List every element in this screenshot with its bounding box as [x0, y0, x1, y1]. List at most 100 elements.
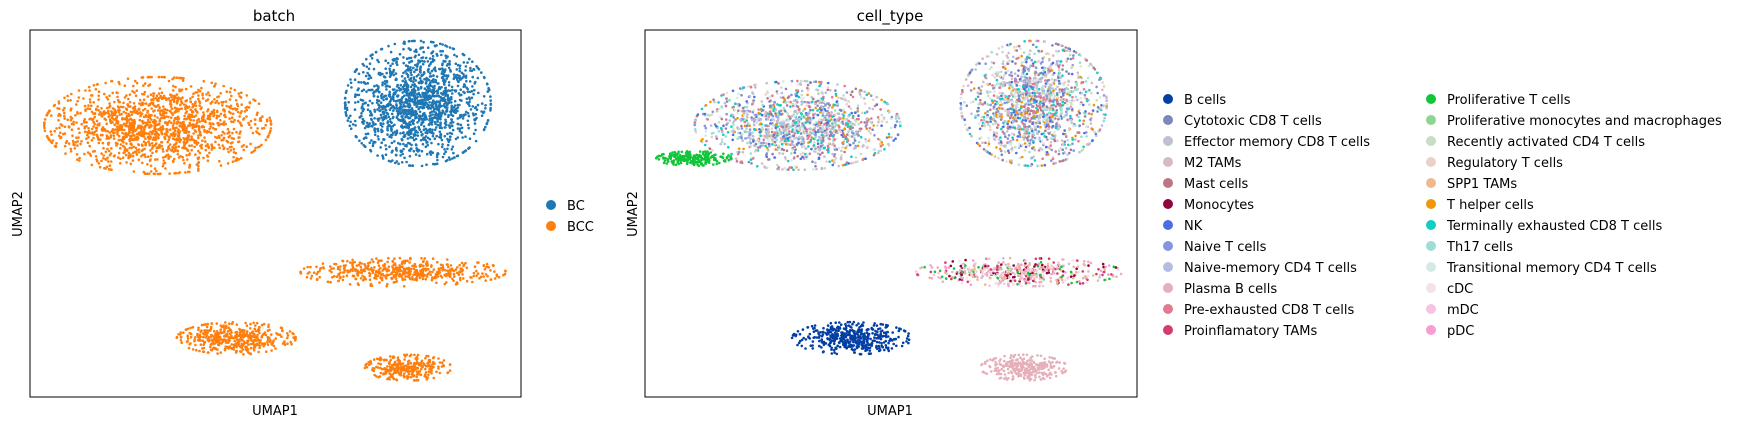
scatter-point — [212, 346, 216, 350]
scatter-point — [455, 55, 459, 58]
scatter-point — [407, 359, 411, 363]
scatter-point — [472, 92, 475, 96]
scatter-point — [150, 142, 154, 145]
scatter-point — [408, 121, 411, 124]
scatter-point — [239, 112, 242, 115]
scatter-point — [131, 159, 135, 162]
scatter-point — [342, 275, 345, 278]
scatter-point — [366, 132, 370, 135]
scatter-point — [422, 104, 426, 107]
scatter-point — [174, 85, 177, 89]
scatter-point — [180, 76, 183, 80]
scatter-point — [167, 147, 171, 150]
scatter-point — [471, 280, 474, 284]
scatter-point — [182, 141, 186, 145]
scatter-point — [148, 115, 151, 119]
scatter-point — [188, 343, 191, 346]
scatter-point — [223, 113, 227, 117]
scatter-point — [177, 118, 180, 121]
scatter-point — [368, 278, 372, 282]
scatter-point — [122, 144, 125, 148]
scatter-point — [192, 139, 196, 142]
scatter-point — [214, 101, 217, 104]
scatter-point — [178, 107, 181, 111]
scatter-point — [466, 119, 470, 123]
scatter-point — [167, 120, 171, 124]
scatter-point — [402, 113, 405, 116]
scatter-point — [248, 123, 251, 127]
scatter-point — [125, 142, 128, 145]
scatter-point — [405, 91, 409, 95]
scatter-point — [1049, 141, 1053, 144]
scatter-point — [430, 278, 434, 282]
scatter-point — [392, 99, 396, 102]
scatter-point — [385, 116, 388, 120]
scatter-point — [350, 86, 353, 89]
scatter-point — [383, 372, 387, 376]
scatter-point — [368, 110, 372, 113]
scatter-point — [172, 137, 175, 140]
scatter-point — [223, 120, 226, 123]
scatter-point — [210, 144, 214, 148]
scatter-point — [406, 377, 409, 380]
scatter-point — [128, 125, 131, 129]
scatter-point — [203, 136, 206, 139]
scatter-point — [264, 123, 268, 127]
scatter-point — [411, 89, 414, 92]
scatter-point — [234, 350, 238, 353]
scatter-point — [379, 123, 383, 127]
scatter-point — [388, 108, 392, 111]
scatter-point — [384, 275, 388, 279]
scatter-point — [122, 105, 125, 109]
scatter-point — [171, 134, 174, 137]
scatter-point — [177, 128, 180, 131]
scatter-point — [387, 269, 391, 272]
scatter-point — [141, 76, 145, 79]
scatter-point — [96, 136, 100, 139]
scatter-point — [1001, 65, 1005, 69]
scatter-point — [430, 52, 433, 55]
scatter-point — [337, 279, 340, 283]
scatter-point — [416, 134, 420, 137]
scatter-point — [183, 144, 186, 147]
scatter-point — [66, 94, 69, 98]
scatter-point — [120, 125, 123, 128]
scatter-point — [447, 156, 451, 159]
scatter-point — [132, 170, 136, 173]
scatter-point — [453, 99, 457, 103]
scatter-point — [1018, 84, 1022, 88]
scatter-point — [401, 91, 405, 94]
scatter-point — [224, 341, 228, 344]
scatter-point — [258, 325, 261, 329]
scatter-point — [428, 151, 432, 154]
scatter-point — [88, 98, 92, 101]
scatter-point — [343, 96, 347, 100]
scatter-point — [426, 104, 430, 107]
scatter-point — [192, 119, 195, 122]
scatter-point — [90, 139, 94, 142]
scatter-point — [210, 338, 213, 342]
scatter-point — [89, 101, 92, 104]
scatter-point — [225, 90, 229, 93]
scatter-point — [448, 363, 452, 366]
scatter-point — [438, 114, 442, 117]
scatter-point — [980, 118, 983, 122]
scatter-point — [416, 95, 420, 99]
scatter-point — [376, 135, 380, 138]
scatter-point — [202, 332, 205, 335]
scatter-point — [388, 135, 391, 138]
scatter-point — [406, 137, 410, 140]
scatter-point — [477, 261, 480, 264]
scatter-point — [407, 164, 411, 167]
scatter-point — [392, 105, 396, 109]
scatter-point — [226, 162, 230, 165]
scatter-point — [104, 158, 107, 161]
scatter-point — [381, 72, 384, 76]
scatter-point — [286, 332, 289, 335]
scatter-point — [388, 360, 391, 364]
scatter-point — [421, 106, 424, 109]
scatter-point — [167, 79, 171, 83]
scatter-point — [349, 127, 353, 130]
scatter-point — [135, 149, 139, 152]
